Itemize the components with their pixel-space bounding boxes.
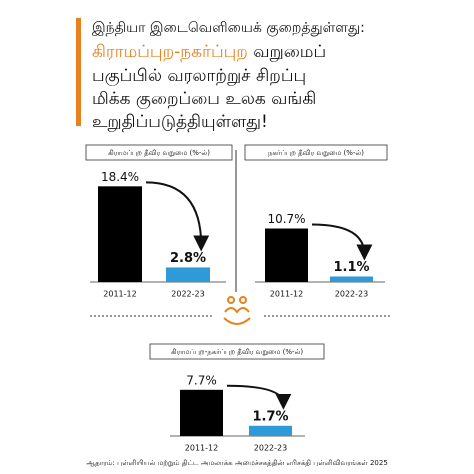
accent-bar [76,18,81,126]
bar [265,228,308,282]
value-label: 1.1% [333,260,369,275]
x-tick-label: 2011-12 [103,290,136,299]
x-tick-label: 2022-23 [171,290,204,299]
chart-title: கிராமப்புற தீவிர வறுமை (%-ல்) [108,149,210,157]
title-box [244,144,388,161]
chart-title: நகர்ப்புற தீவிர வறுமை (%-ல்) [268,149,364,157]
value-label: 2.8% [170,251,206,266]
value-label: 7.7% [186,373,217,387]
x-tick-label: 2011-12 [270,290,303,299]
source: ஆதாரம்: புள்ளியியல் மற்றும் திட்ட அமலாக்… [86,459,388,467]
value-label: 18.4% [101,170,139,184]
trend-arrow [311,223,373,261]
bar [330,276,373,282]
title-box [149,343,325,360]
value-label: 10.7% [267,212,305,226]
bar [249,425,292,436]
x-tick-label: 2022-23 [335,290,368,299]
headline: இந்தியா இடைவெளியைக் குறைத்துள்ளது: [92,20,365,37]
x-tick-label: 2011-12 [185,444,218,453]
headline: பகுப்பில் வரலாற்றுச் சிறப்பு [92,66,306,86]
headline: உறுதிப்படுத்தியுள்ளது! [92,112,268,132]
headline: மிக்க குறைப்பை உலக வங்கி [92,89,316,109]
x-tick-label: 2022-23 [254,444,287,453]
bar [166,267,210,282]
trend-arrow [226,384,292,410]
trend-arrow [145,181,210,252]
headline: கிராமப்புற-நகர்ப்புற வறுமைப் [92,42,326,62]
bar [180,389,223,436]
value-label: 1.7% [252,409,288,424]
people-icon [223,296,251,325]
title-box [85,144,233,161]
bar [98,186,142,282]
chart-title: கிராமப்புற-நகர்ப்புற தீவிர வறுமை (%-ல்) [171,348,304,356]
